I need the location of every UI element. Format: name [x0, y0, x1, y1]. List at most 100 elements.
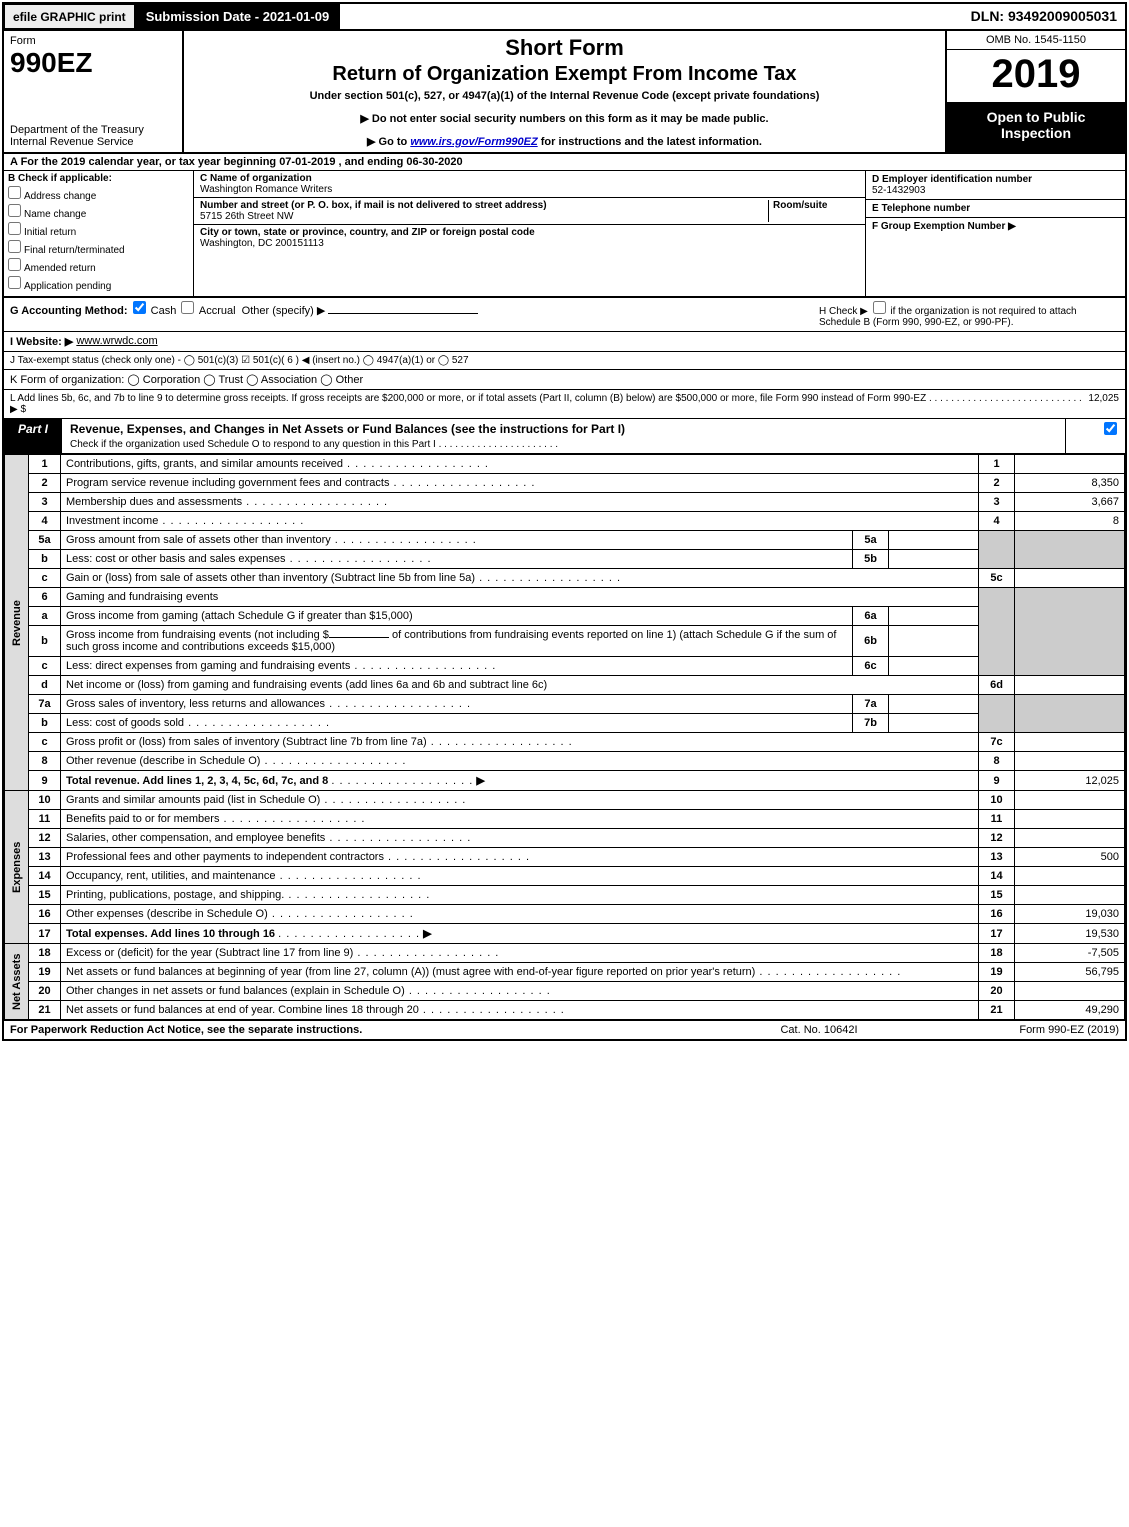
- ln-8-desc: Other revenue (describe in Schedule O): [61, 752, 979, 771]
- ln-17-num: 17: [29, 924, 61, 944]
- ln-13-col: 13: [979, 848, 1015, 867]
- ln-9-col: 9: [979, 771, 1015, 791]
- ln-20-col: 20: [979, 982, 1015, 1001]
- ln-15-num: 15: [29, 886, 61, 905]
- ln-5a-desc: Gross amount from sale of assets other t…: [61, 531, 853, 550]
- ln-6c-desc: Less: direct expenses from gaming and fu…: [61, 657, 853, 676]
- part-1-subtitle: Check if the organization used Schedule …: [70, 439, 558, 450]
- ln-16-desc: Other expenses (describe in Schedule O): [61, 905, 979, 924]
- chk-address-change[interactable]: [8, 186, 21, 199]
- row-g-h: G Accounting Method: Cash Accrual Other …: [4, 298, 1125, 332]
- page-footer: For Paperwork Reduction Act Notice, see …: [4, 1020, 1125, 1039]
- ln-20-desc: Other changes in net assets or fund bala…: [61, 982, 979, 1001]
- ln-16-col: 16: [979, 905, 1015, 924]
- note-ssn: ▶ Do not enter social security numbers o…: [190, 112, 939, 125]
- ln-12-col: 12: [979, 829, 1015, 848]
- dept-irs: Internal Revenue Service: [10, 136, 176, 148]
- ln-6c-subamt: [889, 657, 979, 676]
- ln-20-num: 20: [29, 982, 61, 1001]
- ln-16-num: 16: [29, 905, 61, 924]
- ln-6a-subamt: [889, 607, 979, 626]
- ln-6b-desc: Gross income from fundraising events (no…: [61, 626, 853, 657]
- ln-15-desc: Printing, publications, postage, and shi…: [61, 886, 979, 905]
- ln-6b-sub: 6b: [853, 626, 889, 657]
- ln-18-num: 18: [29, 944, 61, 963]
- ln-10-amt: [1015, 791, 1125, 810]
- form-header: Form 990EZ Department of the Treasury In…: [4, 31, 1125, 154]
- ln-5a-subamt: [889, 531, 979, 550]
- ln-5a-sub: 5a: [853, 531, 889, 550]
- ln-3-col: 3: [979, 493, 1015, 512]
- chk-schedule-b[interactable]: [873, 301, 886, 314]
- ln-8-num: 8: [29, 752, 61, 771]
- ln-9-num: 9: [29, 771, 61, 791]
- ln-6d-desc: Net income or (loss) from gaming and fun…: [61, 676, 979, 695]
- form-word: Form: [10, 35, 176, 47]
- ln-6a-num: a: [29, 607, 61, 626]
- row-k: K Form of organization: ◯ Corporation ◯ …: [4, 370, 1125, 390]
- ln-13-desc: Professional fees and other payments to …: [61, 848, 979, 867]
- ln-16-amt: 19,030: [1015, 905, 1125, 924]
- irs-link[interactable]: www.irs.gov/Form990EZ: [410, 136, 537, 148]
- ln-11-col: 11: [979, 810, 1015, 829]
- lbl-address-change: Address change: [24, 191, 96, 202]
- box-b-header: B Check if applicable:: [8, 173, 189, 184]
- ln-6c-num: c: [29, 657, 61, 676]
- chk-initial-return[interactable]: [8, 222, 21, 235]
- ln-7c-desc: Gross profit or (loss) from sales of inv…: [61, 733, 979, 752]
- lbl-name-change: Name change: [24, 209, 86, 220]
- top-bar: efile GRAPHIC print Submission Date - 20…: [4, 4, 1125, 31]
- ln-14-amt: [1015, 867, 1125, 886]
- ln-1-desc: Contributions, gifts, grants, and simila…: [61, 455, 979, 474]
- chk-cash[interactable]: [133, 301, 146, 314]
- chk-amended-return[interactable]: [8, 258, 21, 271]
- ln-12-amt: [1015, 829, 1125, 848]
- ln-13-num: 13: [29, 848, 61, 867]
- ln-1-col: 1: [979, 455, 1015, 474]
- chk-application-pending[interactable]: [8, 276, 21, 289]
- row-l: L Add lines 5b, 6c, and 7b to line 9 to …: [4, 390, 1125, 419]
- chk-accrual[interactable]: [181, 301, 194, 314]
- ln-8-amt: [1015, 752, 1125, 771]
- ln-10-num: 10: [29, 791, 61, 810]
- chk-final-return[interactable]: [8, 240, 21, 253]
- chk-name-change[interactable]: [8, 204, 21, 217]
- ln-18-desc: Excess or (deficit) for the year (Subtra…: [61, 944, 979, 963]
- ln-9-amt: 12,025: [1015, 771, 1125, 791]
- section-revenue: Revenue: [5, 455, 29, 791]
- ln-17-desc: Total expenses. Add lines 10 through 16 …: [61, 924, 979, 944]
- submission-date-button[interactable]: Submission Date - 2021-01-09: [135, 4, 341, 29]
- ln-6-num: 6: [29, 588, 61, 607]
- row-i: I Website: ▶ www.wrwdc.com: [4, 332, 1125, 352]
- row-g-label: G Accounting Method:: [10, 305, 128, 317]
- ln-5b-num: b: [29, 550, 61, 569]
- ln-7a-num: 7a: [29, 695, 61, 714]
- ln-8-col: 8: [979, 752, 1015, 771]
- section-expenses: Expenses: [5, 791, 29, 944]
- row-l-text: L Add lines 5b, 6c, and 7b to line 9 to …: [10, 393, 1086, 415]
- ln-1-num: 1: [29, 455, 61, 474]
- box-d-label: D Employer identification number: [872, 174, 1119, 185]
- ln-18-col: 18: [979, 944, 1015, 963]
- ln-21-col: 21: [979, 1001, 1015, 1020]
- ln-18-amt: -7,505: [1015, 944, 1125, 963]
- form-number: 990EZ: [10, 47, 176, 79]
- ln-19-col: 19: [979, 963, 1015, 982]
- open-to-public: Open to Public: [951, 109, 1121, 125]
- omb-number: OMB No. 1545-1150: [947, 31, 1125, 50]
- org-city: Washington, DC 200151113: [200, 238, 324, 249]
- part-1-tab: Part I: [4, 419, 62, 453]
- ln-7b-num: b: [29, 714, 61, 733]
- chk-schedule-o-part1[interactable]: [1104, 422, 1117, 435]
- ln-6d-amt: [1015, 676, 1125, 695]
- entity-block: B Check if applicable: Address change Na…: [4, 171, 1125, 298]
- lines-table: Revenue 1 Contributions, gifts, grants, …: [4, 454, 1125, 1020]
- footer-paperwork: For Paperwork Reduction Act Notice, see …: [10, 1024, 719, 1036]
- ln-2-num: 2: [29, 474, 61, 493]
- lbl-application-pending: Application pending: [24, 281, 111, 292]
- ln-15-col: 15: [979, 886, 1015, 905]
- ln-6-desc: Gaming and fundraising events: [61, 588, 979, 607]
- box-f-label: F Group Exemption Number ▶: [872, 221, 1119, 232]
- part-1-header: Part I Revenue, Expenses, and Changes in…: [4, 419, 1125, 454]
- efile-print-button[interactable]: efile GRAPHIC print: [4, 4, 135, 29]
